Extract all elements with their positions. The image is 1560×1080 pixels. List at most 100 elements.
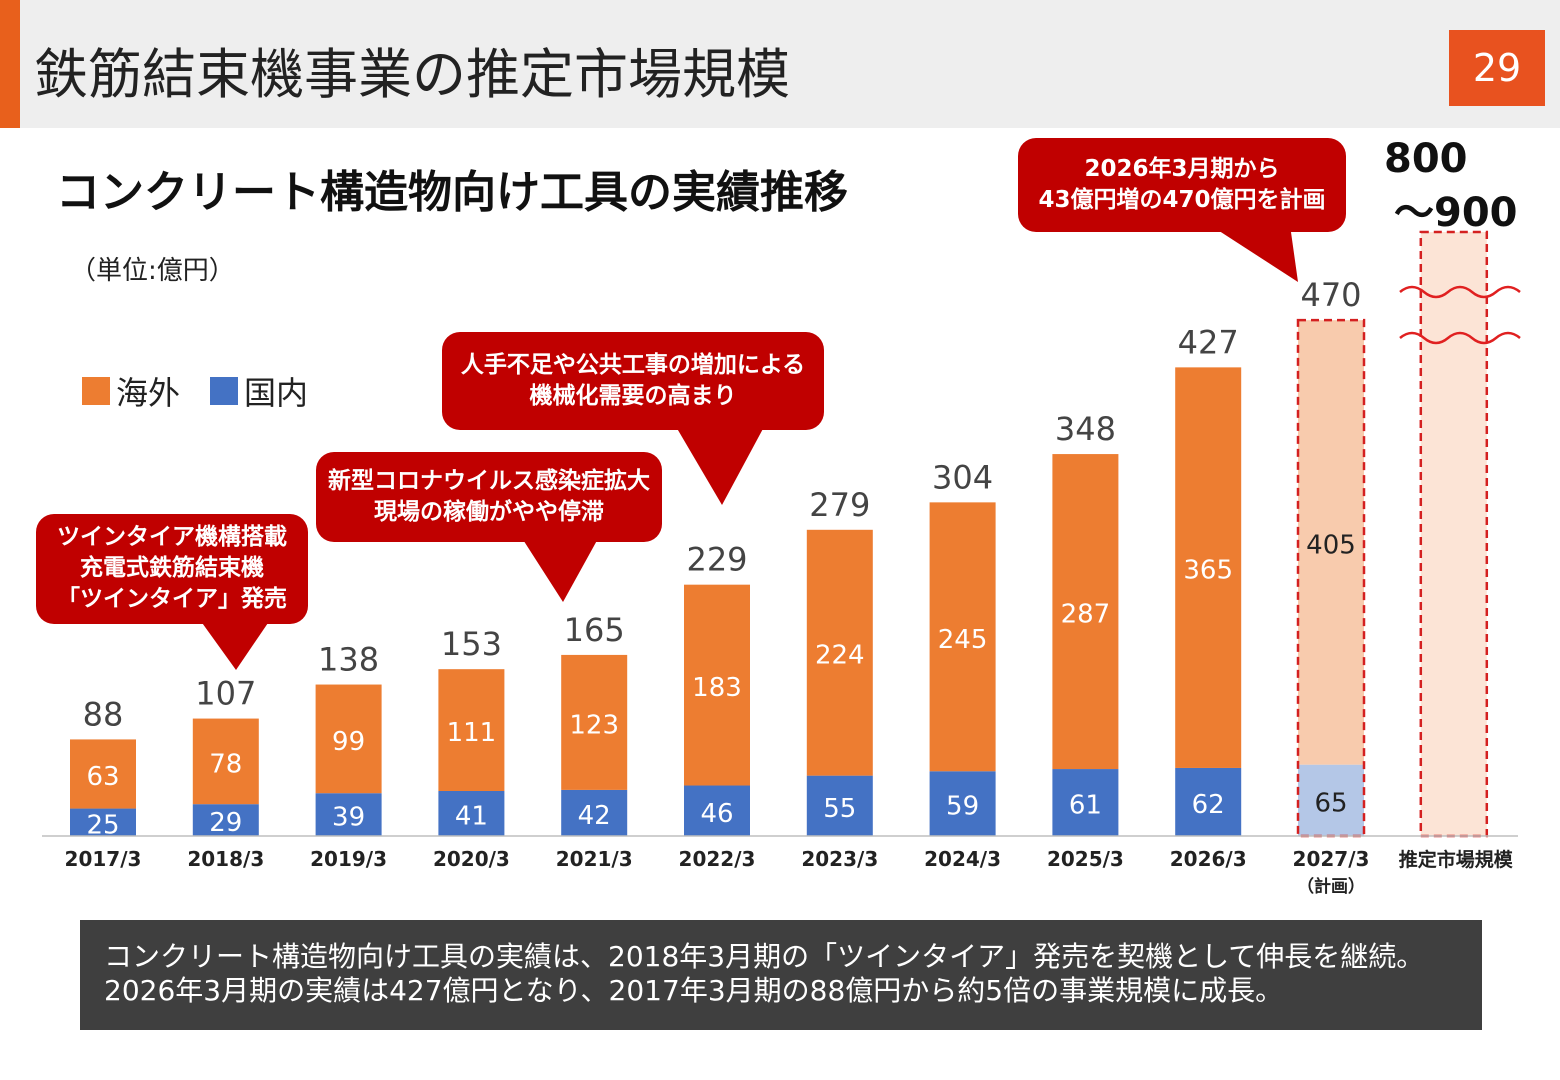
data-label-domestic: 65 [1314, 788, 1347, 818]
bar-domestic [1175, 767, 1242, 836]
callout-tail-twintier [200, 620, 270, 670]
bar-overseas [1052, 454, 1119, 770]
legend-label-overseas: 海外 [116, 374, 181, 412]
legend-label-domestic: 国内 [244, 374, 309, 412]
callout-line: ツインタイア機構搭載 [57, 524, 287, 550]
total-label: 165 [564, 611, 625, 649]
total-label: 153 [441, 625, 502, 663]
legend-item-domestic: 国内 [210, 368, 308, 414]
callout-tail-plan [1210, 225, 1298, 282]
data-label-domestic: 42 [578, 801, 611, 831]
data-label-domestic: 41 [455, 802, 488, 832]
summary-line: 2026年3月期の実績は427億円となり、2017年3月期の88億円から約5倍の… [104, 974, 1284, 1007]
data-label-overseas: 99 [332, 727, 365, 757]
summary-note: コンクリート構造物向け工具の実績は、2018年3月期の「ツインタイア」発売を契機… [80, 920, 1482, 1030]
bar-domestic [684, 785, 750, 836]
callout-line: 現場の稼働がやや停滞 [374, 499, 604, 525]
data-label-overseas: 245 [938, 625, 988, 655]
callout-line: 新型コロナウイルス感染症拡大 [328, 468, 650, 494]
bar-overseas [1298, 320, 1364, 765]
data-label-domestic: 39 [332, 803, 365, 833]
x-tick-label: 2019/3 [310, 847, 387, 871]
bar-overseas [684, 584, 750, 786]
axis-break-wave [1399, 285, 1521, 299]
bar-overseas [561, 654, 628, 790]
market-estimate-low: 800 [1384, 136, 1468, 182]
x-tick-label: 2025/3 [1047, 847, 1124, 871]
data-label-domestic: 29 [209, 808, 242, 838]
callout-tail-covid [520, 535, 600, 602]
bar-domestic [1298, 764, 1364, 836]
legend-swatch-overseas [82, 377, 110, 405]
summary-line: コンクリート構造物向け工具の実績は、2018年3月期の「ツインタイア」発売を契機… [104, 940, 1425, 973]
x-tick-label: 2021/3 [556, 847, 633, 871]
callout-demand: 人手不足や公共工事の増加による 機械化需要の高まり [442, 332, 824, 430]
bar-domestic [561, 789, 628, 836]
header-bar [0, 0, 1560, 128]
total-label: 138 [318, 641, 379, 679]
data-label-domestic: 46 [700, 799, 733, 829]
total-label: 279 [809, 486, 870, 524]
callout-covid: 新型コロナウイルス感染症拡大 現場の稼働がやや停滞 [316, 452, 662, 542]
legend-swatch-domestic [210, 377, 239, 405]
market-estimate-range: ～900 [1394, 190, 1518, 236]
data-label-overseas: 111 [447, 718, 497, 748]
bar-domestic [438, 791, 505, 836]
bar-domestic [1052, 769, 1119, 836]
callout-twintier: ツインタイア機構搭載 充電式鉄筋結束機 「ツインタイア」発売 [36, 514, 308, 624]
data-label-overseas: 183 [692, 673, 742, 703]
callout-line: 機械化需要の高まり [529, 383, 737, 409]
bar-overseas [1175, 367, 1242, 768]
page-number: 29 [1449, 30, 1545, 106]
page-title: 鉄筋結束機事業の推定市場規模 [34, 43, 790, 106]
bar-domestic [192, 804, 259, 836]
x-tick-label: 2020/3 [433, 847, 510, 871]
legend-item-overseas: 海外 [82, 368, 180, 414]
chart-legend: 海外 国内 [82, 368, 338, 414]
callout-plan: 2026年3月期から 43億円増の470億円を計画 [1018, 138, 1346, 232]
x-tick-label: 2026/3 [1170, 847, 1247, 871]
bar-domestic [806, 775, 873, 836]
header-accent [0, 0, 20, 128]
total-label: 348 [1055, 410, 1116, 448]
callout-line: 充電式鉄筋結束機 [80, 555, 264, 581]
x-tick-label: 2022/3 [679, 847, 756, 871]
x-tick-label-market: 推定市場規模 [1399, 848, 1514, 871]
total-label: 88 [83, 695, 124, 733]
data-label-domestic: 59 [946, 792, 979, 822]
data-label-domestic: 62 [1192, 790, 1225, 820]
data-label-overseas: 78 [209, 749, 242, 779]
callout-line: 「ツインタイア」発売 [57, 586, 287, 612]
x-tick-sublabel: （計画） [1297, 876, 1365, 897]
data-label-overseas: 365 [1183, 556, 1233, 586]
x-tick-label: 2017/3 [65, 847, 142, 871]
bar-overseas [806, 529, 873, 776]
bar-domestic [929, 771, 996, 836]
chart-title: コンクリート構造物向け工具の実績推移 [56, 167, 848, 218]
unit-label: （単位:億円） [70, 256, 235, 286]
data-label-overseas: 405 [1306, 530, 1356, 560]
data-label-overseas: 224 [815, 641, 865, 671]
x-tick-label: 2023/3 [801, 847, 878, 871]
data-label-domestic: 55 [823, 794, 856, 824]
total-label: 427 [1178, 323, 1239, 361]
total-label: 470 [1300, 276, 1361, 314]
callout-tail-demand [675, 425, 765, 505]
x-tick-label: 2018/3 [187, 847, 264, 871]
total-label: 229 [686, 541, 747, 579]
callout-line: 43億円増の470億円を計画 [1038, 187, 1326, 213]
x-tick-label: 2024/3 [924, 847, 1001, 871]
bar-overseas [192, 718, 259, 805]
data-label-overseas: 287 [1061, 600, 1111, 630]
bar-overseas [315, 684, 382, 794]
data-label-overseas: 123 [569, 710, 619, 740]
callout-line: 2026年3月期から [1084, 156, 1280, 182]
bar-overseas [70, 739, 136, 809]
total-label: 304 [932, 458, 993, 496]
data-label-domestic: 61 [1069, 791, 1102, 821]
bar-overseas [929, 502, 996, 772]
callout-line: 人手不足や公共工事の増加による [460, 352, 806, 378]
total-label: 107 [195, 675, 256, 713]
axis-break-wave [1399, 331, 1521, 345]
